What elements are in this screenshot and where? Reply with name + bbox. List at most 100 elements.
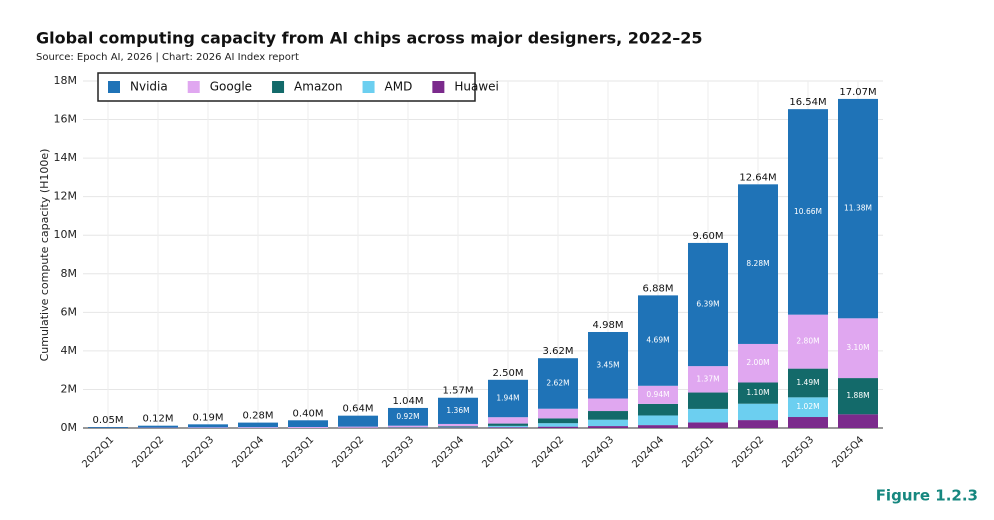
bar-segment — [688, 242, 728, 367]
segment-label: 8.28M — [746, 259, 769, 268]
total-label: 9.60M — [693, 231, 724, 242]
bar-segment — [788, 417, 828, 428]
bar-segment — [188, 427, 228, 428]
bar-segment — [788, 368, 828, 398]
segment-label: 6.39M — [696, 300, 719, 309]
bar-segment — [738, 184, 778, 344]
legend-label: Amazon — [294, 80, 343, 94]
bar-segment — [788, 397, 828, 418]
bar-segment — [138, 425, 178, 428]
y-tick-label: 0M — [61, 421, 78, 434]
y-tick-label: 2M — [61, 382, 78, 395]
bar-segment — [188, 424, 228, 428]
segment-label: 1.10M — [746, 388, 769, 397]
total-label: 0.19M — [193, 412, 224, 423]
bar-segment — [688, 366, 728, 393]
segment-label: 1.49M — [796, 378, 819, 387]
bar-segment — [738, 420, 778, 428]
segment-label: 0.94M — [646, 390, 669, 399]
total-label: 0.05M — [93, 415, 124, 426]
segment-label: 11.38M — [844, 204, 872, 213]
y-tick-label: 6M — [61, 305, 78, 318]
bar-segment — [338, 415, 378, 427]
chart-title: Global computing capacity from AI chips … — [36, 29, 703, 48]
bar-segment — [538, 418, 578, 424]
legend-label: AMD — [385, 80, 413, 94]
bar-segment — [338, 426, 378, 428]
bar-segment — [488, 425, 528, 428]
total-label: 1.04M — [393, 396, 424, 407]
y-tick-label: 4M — [61, 344, 78, 357]
legend-swatch — [108, 81, 120, 93]
bar-segment — [538, 408, 578, 419]
total-label: 12.64M — [739, 172, 776, 183]
bar-segment — [488, 379, 528, 418]
y-tick-label: 16M — [54, 113, 78, 126]
bar-segment — [238, 427, 278, 428]
segment-label: 1.88M — [846, 391, 869, 400]
bar-segment — [738, 343, 778, 383]
bar-segment — [388, 407, 428, 426]
bar-segment — [738, 403, 778, 421]
bar-segment — [588, 331, 628, 399]
bar-segment — [438, 426, 478, 428]
legend-swatch — [362, 81, 375, 93]
total-label: 0.12M — [143, 414, 174, 425]
segment-label: 2.62M — [546, 378, 569, 387]
y-tick-label: 8M — [61, 267, 78, 280]
bar-segment — [488, 417, 528, 424]
bar-segment — [238, 422, 278, 428]
bar-segment — [588, 398, 628, 412]
bar-segment — [538, 358, 578, 409]
bar-segment — [688, 408, 728, 423]
total-label: 0.64M — [343, 404, 374, 415]
segment-label: 1.36M — [446, 406, 469, 415]
bar-segment — [88, 427, 128, 428]
bar-segment — [688, 392, 728, 409]
y-tick-label: 18M — [54, 74, 78, 87]
legend-swatch — [272, 81, 285, 93]
chart-subtitle: Source: Epoch AI, 2026 | Chart: 2026 AI … — [36, 52, 299, 63]
legend-box — [97, 72, 476, 102]
bar-segment — [638, 425, 678, 428]
bar-segment — [838, 378, 878, 415]
segment-label: 1.02M — [796, 402, 819, 411]
legend-label: Nvidia — [130, 80, 168, 94]
total-label: 17.07M — [839, 87, 876, 98]
bar-segment — [538, 426, 578, 428]
bar-segment — [288, 420, 328, 428]
bar-segment — [638, 295, 678, 386]
total-label: 0.40M — [293, 408, 324, 419]
y-axis-label: Cumulative compute capacity (H100e) — [38, 149, 51, 362]
total-label: 0.28M — [243, 411, 274, 422]
bar-segment — [588, 411, 628, 420]
legend-swatch — [432, 81, 445, 93]
bar-segment — [838, 98, 878, 319]
bar-segment — [738, 382, 778, 404]
legend-label: Google — [210, 80, 252, 94]
y-tick-label: 12M — [54, 190, 78, 203]
bar-segment — [438, 423, 478, 427]
bar-segment — [688, 422, 728, 428]
legend: Nvidia Google Amazon AMD Huawei — [97, 72, 499, 102]
y-tick-label: 14M — [54, 151, 78, 164]
total-label: 3.62M — [543, 346, 574, 357]
y-tick-label: 10M — [54, 228, 78, 241]
bar-segment — [588, 419, 628, 427]
segment-label: 2.00M — [746, 358, 769, 367]
legend-label: Huawei — [454, 80, 499, 94]
bar-segment — [638, 385, 678, 404]
bar-segment — [638, 403, 678, 416]
bar-segment — [488, 427, 528, 428]
segment-label: 3.45M — [596, 360, 619, 369]
total-label: 2.50M — [493, 368, 524, 379]
segment-label: 1.37M — [696, 374, 719, 383]
figure-label: Figure 1.2.3 — [876, 487, 978, 505]
bar-segment — [788, 314, 828, 369]
bar-segment — [488, 423, 528, 426]
bar-segment — [838, 318, 878, 379]
total-label: 4.98M — [593, 320, 624, 331]
segment-label: 10.66M — [794, 207, 822, 216]
segment-label: 4.69M — [646, 336, 669, 345]
